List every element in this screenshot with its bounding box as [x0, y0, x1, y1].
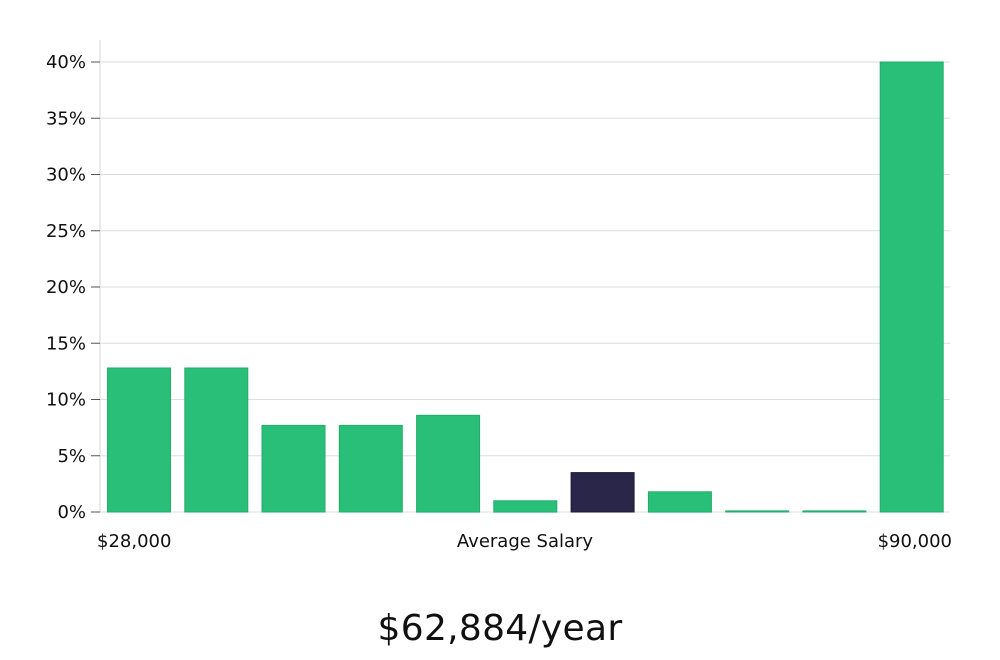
x-max-label: $90,000	[878, 531, 952, 552]
x-min-label: $28,000	[97, 531, 171, 552]
y-tick-label: 0%	[57, 502, 86, 523]
bar	[802, 510, 867, 513]
y-tick-label: 20%	[46, 277, 86, 298]
bar	[725, 510, 790, 513]
bar	[107, 367, 171, 513]
bar	[647, 491, 712, 513]
y-tick-label: 25%	[46, 221, 86, 242]
y-tick-label: 40%	[46, 52, 86, 73]
bars	[107, 61, 944, 513]
bar	[184, 367, 249, 513]
bar	[338, 424, 403, 513]
y-tick-label: 10%	[46, 390, 86, 411]
y-tick-label: 35%	[46, 108, 86, 129]
highlighted-bar	[570, 472, 635, 513]
y-axis-ticks: 0% 5% 10% 15% 20% 25% 30% 35% 40%	[46, 52, 100, 523]
y-tick-label: 15%	[46, 333, 86, 354]
bar	[879, 61, 944, 513]
y-tick-label: 5%	[57, 446, 86, 467]
y-tick-label: 30%	[46, 165, 86, 186]
average-salary-value: $62,884/year	[377, 608, 623, 649]
bar	[416, 414, 481, 513]
bar	[261, 424, 326, 513]
bar	[493, 500, 558, 513]
salary-histogram: 0% 5% 10% 15% 20% 25% 30% 35% 40% $28,000 Averag…	[46, 40, 952, 552]
x-center-label: Average Salary	[457, 531, 594, 552]
